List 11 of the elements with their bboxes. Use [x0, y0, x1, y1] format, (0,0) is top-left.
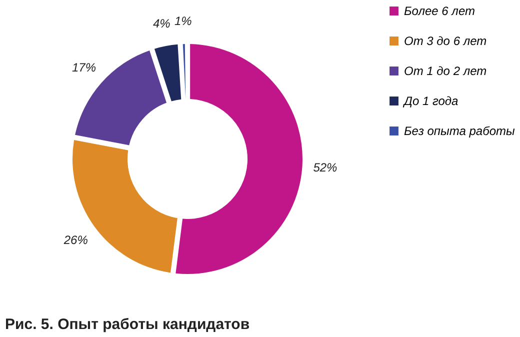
data-label: 52%: [313, 160, 338, 175]
legend-label: Более 6 лет: [404, 4, 475, 18]
legend-label: От 3 до 6 лет: [404, 34, 487, 48]
legend-label: Без опыта работы: [404, 124, 516, 138]
data-label: 17%: [72, 60, 96, 75]
text: Рис. 5. Опыт работы кандидатов: [5, 316, 250, 333]
data-label: 1%: [174, 14, 192, 28]
legend-label: От 1 до 2 лет: [404, 64, 487, 78]
data-label: 4%: [152, 16, 171, 30]
legend-label: До 1 года: [402, 94, 459, 108]
data-label: 26%: [62, 233, 88, 248]
